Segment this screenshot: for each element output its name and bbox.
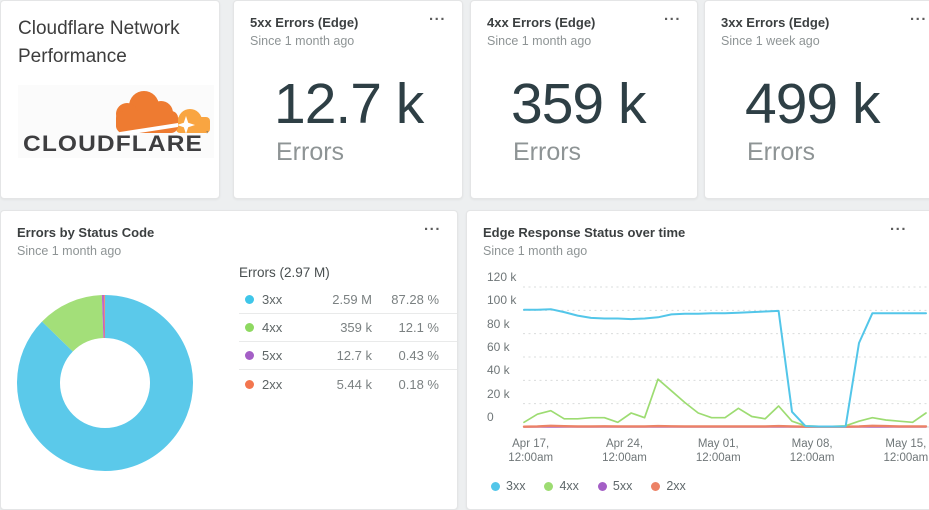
- card-menu-button[interactable]: ...: [663, 7, 681, 24]
- status-percent: 12.1 %: [398, 320, 439, 335]
- errors-table: Errors (2.97 M) 3xx 2.59 M 87.28 % 4xx 359 k…: [239, 265, 457, 398]
- status-count: 5.44 k: [336, 376, 372, 392]
- status-row-4xx[interactable]: 4xx 359 k 12.1 %: [239, 314, 457, 342]
- legend-item-2xx[interactable]: 2xx: [651, 479, 686, 493]
- kpi-card-3xx-errors: 3xx Errors (Edge) Since 1 week ago ... 4…: [704, 0, 929, 199]
- donut-card-title: Errors by Status Code: [17, 225, 155, 240]
- series-color-dot: [245, 351, 254, 360]
- series-color-dot: [245, 323, 254, 332]
- y-axis-label: 20 k: [487, 386, 510, 401]
- donut-slice-2xx[interactable]: [17, 295, 193, 471]
- status-row-3xx[interactable]: 3xx 2.59 M 87.28 %: [239, 286, 457, 314]
- legend-item-3xx[interactable]: 3xx: [491, 479, 525, 493]
- y-axis-label: 100 k: [487, 293, 517, 308]
- y-axis-label: 40 k: [487, 363, 510, 378]
- y-axis-label: 60 k: [487, 340, 510, 354]
- y-axis-label: 120 k: [487, 270, 517, 284]
- card-menu-button[interactable]: ...: [428, 7, 446, 24]
- legend-label: 3xx: [506, 479, 526, 493]
- legend-item-4xx[interactable]: 4xx: [544, 479, 579, 493]
- dashboard-title-line2: Performance: [18, 46, 127, 67]
- status-percent: 0.18 %: [398, 376, 439, 392]
- kpi-subtitle: Since 1 week ago: [721, 34, 820, 48]
- dashboard-title: Cloudflare Network Performance: [1, 1, 219, 71]
- kpi-value: 499 k: [745, 72, 880, 136]
- kpi-value: 12.7 k: [274, 72, 424, 136]
- cloudflare-logo: CLOUDFLARE ’: [18, 85, 214, 158]
- x-axis-label: Apr 24, 12:00am: [602, 438, 647, 464]
- series-color-dot: [245, 295, 254, 304]
- x-axis-label: Apr 17, 12:00am: [508, 438, 554, 464]
- kpi-title: 5xx Errors (Edge): [250, 15, 359, 30]
- x-axis-label: May 15, 12:00am: [883, 438, 929, 464]
- legend-color-dot: [544, 481, 554, 491]
- kpi-card-4xx-errors: 4xx Errors (Edge) Since 1 month ago ... …: [470, 0, 698, 199]
- status-row-2xx[interactable]: 2xx 5.44 k 0.18 %: [239, 370, 457, 398]
- x-axis-label: May 08, 12:00am: [789, 438, 835, 464]
- header-card: Cloudflare Network Performance CLOUDFLAR…: [0, 0, 220, 199]
- series-color-dot: [245, 379, 254, 389]
- status-count: 12.7 k: [336, 348, 372, 363]
- kpi-value: 359 k: [511, 72, 646, 136]
- line-series-3xx[interactable]: [523, 308, 927, 428]
- status-row-5xx[interactable]: 5xx 12.7 k 0.43 %: [239, 342, 457, 370]
- status-label: 2xx: [262, 376, 283, 392]
- legend-color-dot: [597, 481, 607, 491]
- status-label: 5xx: [262, 348, 283, 363]
- legend-color-dot: [491, 481, 500, 491]
- kpi-unit: Errors: [747, 138, 816, 166]
- card-menu-button[interactable]: ...: [889, 217, 907, 234]
- kpi-unit: Errors: [513, 138, 582, 166]
- legend-item-5xx[interactable]: 5xx: [597, 479, 633, 493]
- line-chart-canvas[interactable]: [467, 211, 929, 510]
- kpi-unit: Errors: [276, 138, 345, 166]
- legend-label: 5xx: [612, 479, 633, 493]
- card-menu-button[interactable]: ...: [909, 7, 927, 24]
- y-axis-label: 80 k: [487, 316, 510, 331]
- status-count: 359 k: [340, 320, 372, 335]
- status-count: 2.59 M: [332, 292, 372, 307]
- cloudflare-cloud-icon: CLOUDFLARE ’: [23, 91, 210, 156]
- kpi-title: 3xx Errors (Edge): [721, 15, 830, 30]
- errors-table-header: Errors (2.97 M): [239, 265, 330, 280]
- line-series-4xx[interactable]: [523, 378, 927, 428]
- legend-label: 4xx: [559, 479, 579, 493]
- line-chart-legend: 3xx 4xx 5xx 2xx: [491, 479, 686, 493]
- status-label: 3xx: [262, 292, 283, 307]
- line-card-title: Edge Response Status over time: [483, 225, 686, 240]
- line-card-subtitle: Since 1 month ago: [483, 244, 588, 258]
- cloudflare-logo-text: CLOUDFLARE: [23, 131, 203, 156]
- dashboard-title-line1: Cloudflare Network: [18, 18, 180, 39]
- line-series-2xx[interactable]: [522, 424, 928, 428]
- cloudflare-logo-mark: ’: [206, 130, 208, 141]
- status-percent: 0.43 %: [398, 348, 439, 363]
- kpi-card-5xx-errors: 5xx Errors (Edge) Since 1 month ago ... …: [233, 0, 463, 199]
- donut-card-subtitle: Since 1 month ago: [17, 244, 122, 258]
- edge-response-status-card: Edge Response Status over time Since 1 m…: [466, 210, 929, 510]
- kpi-title: 4xx Errors (Edge): [487, 15, 596, 30]
- kpi-subtitle: Since 1 month ago: [250, 34, 355, 48]
- card-menu-button[interactable]: ...: [423, 217, 441, 234]
- y-axis-label: 0: [487, 410, 494, 424]
- errors-by-status-card: Errors by Status Code Since 1 month ago …: [0, 210, 458, 510]
- status-percent: 87.28 %: [391, 292, 439, 307]
- kpi-subtitle: Since 1 month ago: [487, 34, 592, 48]
- legend-color-dot: [651, 481, 661, 491]
- errors-donut-chart[interactable]: [17, 295, 193, 471]
- status-label: 4xx: [262, 320, 283, 335]
- legend-label: 2xx: [666, 479, 686, 493]
- x-axis-label: May 01, 12:00am: [695, 438, 741, 464]
